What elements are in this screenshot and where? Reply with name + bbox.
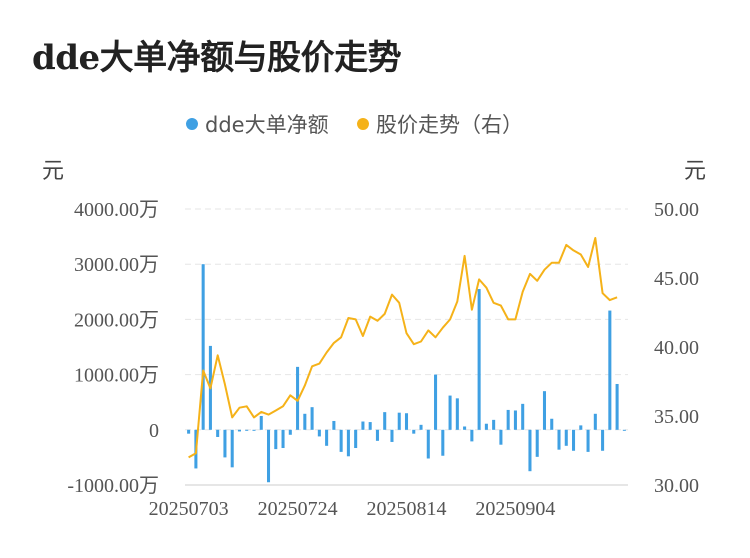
left-tick-label: 1000.00万 — [74, 365, 159, 387]
dde-bar — [187, 429, 191, 434]
right-axis: 30.00 35.00 40.00 45.00 50.00 — [654, 199, 699, 497]
left-axis: -1000.00万 0 1000.00万 2000.00万 3000.00万 4000.0… — [67, 199, 159, 497]
dde-bar — [245, 429, 249, 431]
right-tick-label: 30.00 — [654, 475, 699, 497]
dde-bar — [419, 424, 423, 430]
dde-bar — [455, 398, 459, 430]
dde-bar — [368, 422, 372, 430]
dde-bar — [528, 429, 532, 472]
dde-bar — [303, 413, 307, 430]
right-tick-label: 35.00 — [654, 406, 699, 428]
dde-bar — [535, 429, 539, 457]
dde-bar — [557, 429, 561, 450]
dde-bar — [470, 429, 474, 442]
x-tick-label: 20250904 — [475, 498, 555, 520]
dde-bars — [187, 264, 626, 483]
legend[interactable]: dde大单净额 股价走势（右） — [186, 113, 523, 137]
right-tick-label: 40.00 — [654, 337, 699, 359]
dde-bar — [274, 429, 278, 450]
dde-bar — [361, 421, 365, 430]
left-tick-label: 0 — [149, 420, 159, 442]
x-axis: 20250703 20250724 20250814 20250904 — [149, 484, 628, 520]
dde-bar — [463, 426, 467, 430]
dde-bar — [383, 412, 387, 430]
x-tick-label: 20250724 — [258, 498, 338, 520]
dde-bar — [441, 429, 445, 456]
dde-bar — [317, 429, 321, 437]
dde-bar — [230, 429, 234, 468]
x-tick-label: 20250814 — [367, 498, 447, 520]
dde-bar — [550, 418, 554, 430]
dde-bar — [201, 264, 205, 430]
dde-bar — [506, 409, 510, 430]
dde-bar — [266, 429, 271, 483]
dde-bar — [339, 429, 343, 452]
dde-bar — [513, 410, 517, 430]
dde-bar — [615, 383, 619, 430]
dde-bar — [426, 429, 430, 459]
dde-bar — [608, 310, 612, 430]
legend-label-dde: dde大单净额 — [205, 113, 329, 137]
dde-bar — [579, 425, 583, 430]
dde-bar — [448, 395, 452, 430]
dde-bar — [586, 429, 590, 452]
dde-bar — [521, 403, 525, 430]
dde-bar — [375, 429, 379, 441]
dde-bar — [223, 429, 227, 458]
dde-bar — [404, 413, 409, 430]
dde-bar — [412, 429, 416, 434]
dde-bar — [484, 423, 488, 430]
left-tick-label: 2000.00万 — [74, 309, 159, 331]
right-tick-label: 50.00 — [654, 199, 699, 221]
dde-bar — [325, 429, 329, 446]
dde-bar — [390, 429, 394, 442]
dde-bar — [542, 391, 547, 430]
left-tick-label: 3000.00万 — [74, 254, 159, 276]
dde-bar — [296, 366, 300, 430]
grid-lines — [185, 208, 628, 486]
dde-bar — [346, 429, 350, 457]
right-tick-label: 45.00 — [654, 268, 699, 290]
left-tick-label: -1000.00万 — [67, 475, 159, 497]
legend-swatch-price — [357, 118, 369, 130]
dde-bar — [354, 429, 358, 449]
dde-bar — [288, 429, 292, 435]
dde-bar — [572, 429, 576, 451]
dde-bar — [259, 416, 263, 430]
legend-swatch-dde — [186, 118, 198, 130]
dde-bar — [593, 413, 597, 430]
dde-bar — [310, 407, 314, 430]
left-tick-label: 4000.00万 — [74, 199, 159, 221]
right-axis-unit: 元 — [684, 159, 706, 184]
dde-bar — [281, 429, 285, 449]
dde-bar — [397, 412, 401, 430]
dde-bar — [622, 429, 626, 431]
dde-bar — [601, 429, 605, 451]
left-axis-unit: 元 — [42, 159, 64, 184]
chart-title: dde大单净额与股价走势 — [32, 38, 402, 78]
dde-bar — [492, 419, 496, 430]
dde-bar — [564, 429, 568, 446]
price-line-path — [188, 237, 618, 459]
dde-bar — [237, 429, 241, 432]
dde-bar — [332, 420, 336, 430]
price-line — [188, 237, 618, 459]
dde-bar — [434, 374, 438, 430]
x-tick-label: 20250703 — [149, 498, 229, 520]
dde-bar — [477, 289, 481, 430]
legend-label-price: 股价走势（右） — [376, 113, 523, 137]
dde-bar — [499, 429, 503, 445]
dde-bar — [216, 429, 220, 437]
dde-bar — [252, 429, 256, 431]
